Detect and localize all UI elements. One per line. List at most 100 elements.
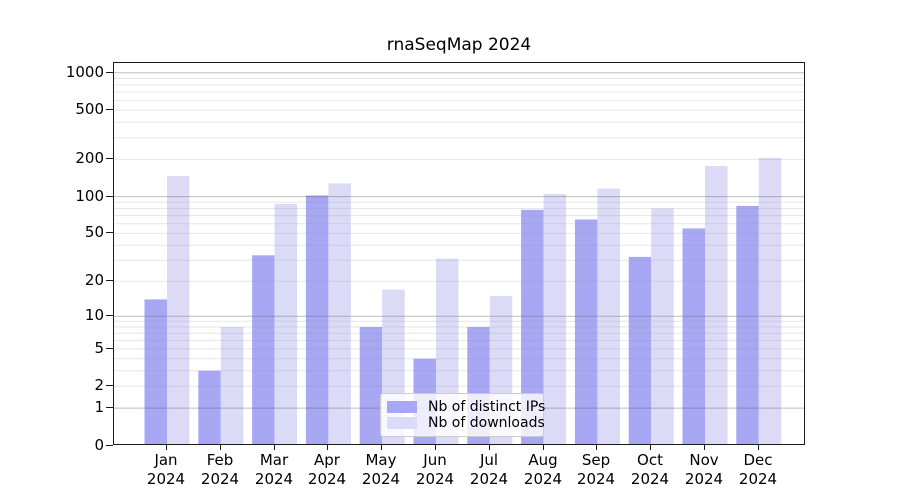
x-tick-label-nov: Nov 2024 bbox=[672, 451, 736, 488]
bars-canvas bbox=[114, 72, 804, 444]
x-tick-label-jun: Jun 2024 bbox=[403, 451, 467, 488]
year-label: 2024 bbox=[415, 469, 455, 488]
y-tick-label: 100 bbox=[75, 186, 104, 205]
x-tick-mark bbox=[650, 445, 651, 450]
bar-downloads-mar bbox=[274, 204, 298, 444]
month-label: Dec bbox=[743, 451, 773, 469]
y-tick-label: 1000 bbox=[65, 62, 104, 81]
month-label: Jun bbox=[423, 451, 447, 469]
month-label: Nov bbox=[689, 451, 719, 469]
bar-ips-mar bbox=[252, 255, 275, 444]
year-label: 2024 bbox=[576, 469, 616, 488]
year-label: 2024 bbox=[146, 469, 186, 488]
month-label: Jul bbox=[479, 451, 499, 469]
x-tick-mark bbox=[220, 445, 221, 450]
x-tick-mark bbox=[758, 445, 759, 450]
x-tick-mark bbox=[489, 445, 490, 450]
x-tick-mark bbox=[543, 445, 544, 450]
bar-downloads-feb bbox=[220, 327, 244, 444]
x-tick-mark bbox=[166, 445, 167, 450]
bar-downloads-dec bbox=[758, 157, 782, 444]
y-tick-label: 0 bbox=[94, 435, 104, 454]
month-label: Sep bbox=[581, 451, 611, 469]
month-label: May bbox=[365, 451, 397, 469]
x-tick-label-apr: Apr 2024 bbox=[295, 451, 359, 488]
month-label: Oct bbox=[637, 451, 663, 469]
bar-downloads-apr bbox=[328, 183, 351, 444]
legend-swatch-ips bbox=[387, 401, 417, 413]
x-tick-label-jan: Jan 2024 bbox=[134, 451, 198, 488]
y-tick-mark bbox=[106, 232, 113, 233]
x-tick-label-oct: Oct 2024 bbox=[618, 451, 682, 488]
bar-downloads-oct bbox=[651, 208, 674, 444]
bar-ips-apr bbox=[305, 195, 329, 444]
bar-ips-may bbox=[359, 327, 383, 444]
y-tick-mark bbox=[106, 348, 113, 349]
y-tick-label: 20 bbox=[84, 271, 104, 290]
year-label: 2024 bbox=[684, 469, 724, 488]
x-tick-label-sep: Sep 2024 bbox=[564, 451, 628, 488]
bar-ips-nov bbox=[682, 228, 705, 444]
bar-downloads-sep bbox=[597, 188, 620, 444]
y-tick-label: 1 bbox=[94, 398, 104, 417]
bar-ips-feb bbox=[198, 370, 221, 444]
bar-downloads-jan bbox=[167, 176, 190, 444]
legend-item: Nb of distinct IPs bbox=[387, 399, 545, 415]
x-tick-mark bbox=[435, 445, 436, 450]
legend-item: Nb of downloads bbox=[387, 415, 545, 431]
bar-downloads-nov bbox=[705, 166, 728, 444]
y-tick-mark bbox=[106, 407, 113, 408]
bar-ips-jan bbox=[144, 299, 167, 444]
x-tick-label-jul: Jul 2024 bbox=[457, 451, 521, 488]
legend-swatch-downloads bbox=[387, 417, 417, 429]
year-label: 2024 bbox=[469, 469, 509, 488]
year-label: 2024 bbox=[361, 469, 401, 488]
y-tick-mark bbox=[106, 72, 113, 73]
month-label: Mar bbox=[259, 451, 289, 469]
y-tick-label: 2 bbox=[94, 376, 104, 395]
y-tick-mark bbox=[106, 315, 113, 316]
year-label: 2024 bbox=[254, 469, 294, 488]
legend-label: Nb of downloads bbox=[428, 415, 545, 431]
bar-downloads-aug bbox=[543, 194, 567, 444]
x-tick-mark bbox=[381, 445, 382, 450]
y-tick-label: 50 bbox=[84, 223, 104, 242]
x-tick-mark bbox=[704, 445, 705, 450]
y-tick-mark bbox=[106, 196, 113, 197]
x-tick-label-may: May 2024 bbox=[349, 451, 413, 488]
month-label: Apr bbox=[314, 451, 340, 469]
bar-ips-aug bbox=[521, 209, 544, 444]
bar-ips-oct bbox=[628, 256, 652, 444]
y-tick-mark bbox=[106, 280, 113, 281]
year-label: 2024 bbox=[523, 469, 563, 488]
x-tick-label-aug: Aug 2024 bbox=[511, 451, 575, 488]
y-tick-label: 10 bbox=[84, 306, 104, 325]
x-tick-label-dec: Dec 2024 bbox=[726, 451, 790, 488]
bar-ips-sep bbox=[574, 219, 598, 444]
chart-title: rnaSeqMap 2024 bbox=[386, 35, 532, 55]
y-tick-mark bbox=[106, 445, 113, 446]
year-label: 2024 bbox=[738, 469, 778, 488]
x-tick-label-mar: Mar 2024 bbox=[242, 451, 306, 488]
legend-label: Nb of distinct IPs bbox=[428, 399, 546, 415]
y-tick-label: 200 bbox=[75, 149, 104, 168]
year-label: 2024 bbox=[200, 469, 240, 488]
month-label: Jan bbox=[154, 451, 178, 469]
x-tick-label-feb: Feb 2024 bbox=[188, 451, 252, 488]
month-label: Feb bbox=[206, 451, 234, 469]
year-label: 2024 bbox=[307, 469, 347, 488]
legend: Nb of distinct IPs Nb of downloads bbox=[380, 393, 545, 437]
y-tick-mark bbox=[106, 385, 113, 386]
x-tick-mark bbox=[596, 445, 597, 450]
x-tick-mark bbox=[274, 445, 275, 450]
y-tick-mark bbox=[106, 109, 113, 110]
year-label: 2024 bbox=[630, 469, 670, 488]
month-label: Aug bbox=[528, 451, 558, 469]
y-tick-label: 500 bbox=[75, 100, 104, 119]
bar-ips-dec bbox=[736, 205, 759, 444]
plot-area: Nb of distinct IPs Nb of downloads bbox=[113, 62, 805, 445]
y-tick-mark bbox=[106, 158, 113, 159]
y-tick-label: 5 bbox=[94, 338, 104, 357]
x-tick-mark bbox=[327, 445, 328, 450]
